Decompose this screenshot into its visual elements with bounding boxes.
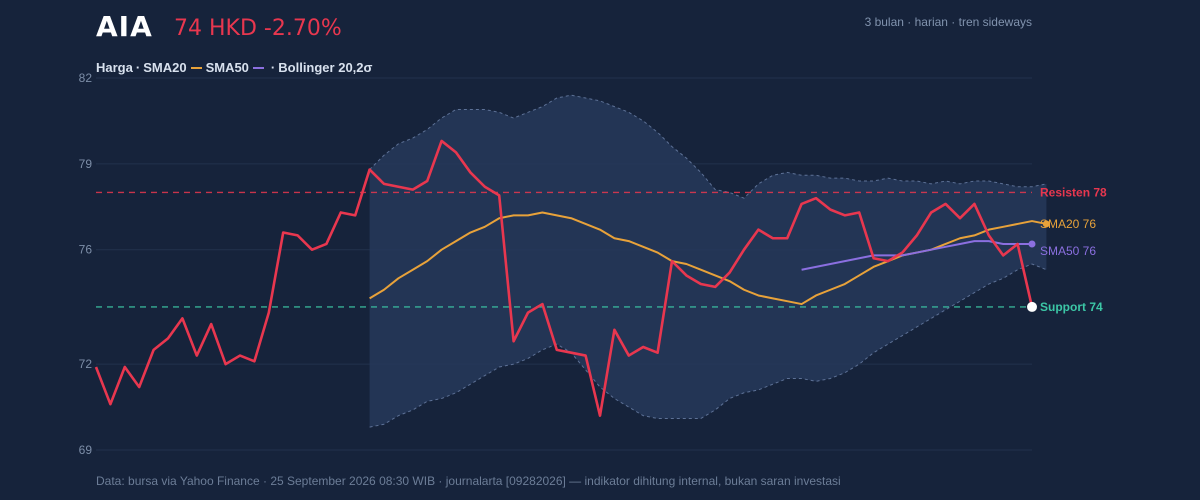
legend-sma50-swatch (252, 66, 264, 69)
sma20-end-label: SMA20 76 (1040, 217, 1096, 231)
legend-bollinger-label: Bollinger 20,2σ (278, 60, 373, 75)
ticker-title: AIA (96, 10, 153, 43)
y-tick-label-82: 82 (79, 71, 93, 85)
period-subtitle: 3 bulan · harian · tren sideways (864, 15, 1032, 29)
price-change: 74 HKD -2.70% (174, 16, 342, 41)
price-line (94, 139, 1034, 417)
sma50-end-label: SMA50 76 (1040, 244, 1096, 258)
legend-price-label: Harga (96, 60, 133, 75)
sma50-line-end-dot (1028, 240, 1036, 248)
price-last-point (1027, 301, 1037, 312)
legend-sma20-swatch (190, 66, 202, 69)
source-footer: Data: bursa via Yahoo Finance · 25 Septe… (96, 474, 841, 488)
y-tick-label-72: 72 (79, 357, 93, 371)
sma20-line-end-dot (1042, 220, 1050, 228)
bollinger-upper-line (369, 94, 1047, 199)
y-tick-label-79: 79 (79, 157, 93, 171)
legend-sma20-label: SMA20 (143, 60, 187, 75)
y-tick-label-76: 76 (79, 243, 93, 257)
level-label-support: Support 74 (1040, 300, 1103, 314)
y-tick-label-69: 69 (79, 443, 93, 457)
bollinger-lower-line (369, 263, 1047, 428)
bollinger-band-fill (369, 95, 1047, 428)
legend-separator-2: · (270, 60, 276, 75)
legend-sma50-label: SMA50 (205, 60, 249, 75)
legend-separator: · (135, 60, 141, 75)
legend: Harga · SMA20 SMA50 · Bollinger 20,2σ (96, 60, 372, 75)
level-label-resisten: Resisten 78 (1040, 185, 1107, 199)
